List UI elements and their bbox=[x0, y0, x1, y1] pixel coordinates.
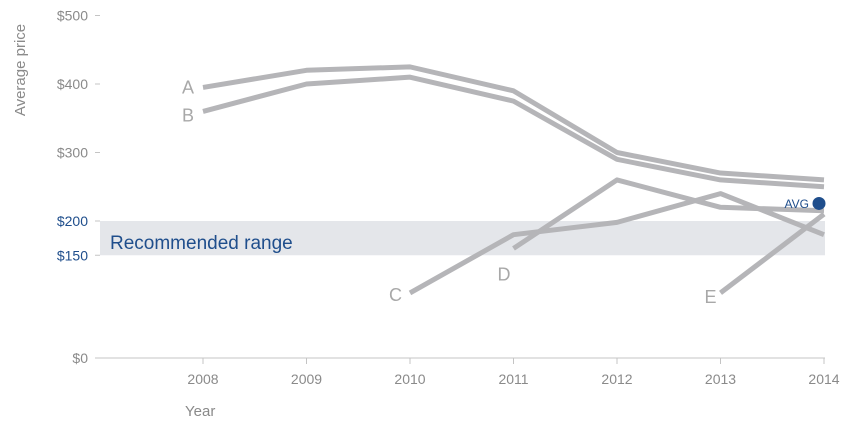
avg-marker-label: AVG bbox=[785, 197, 809, 211]
x-tick-label: 2012 bbox=[601, 371, 632, 387]
y-tick-label: $150 bbox=[57, 247, 88, 263]
x-tick-label: 2008 bbox=[187, 371, 218, 387]
y-axis-title: Average price bbox=[12, 24, 29, 116]
x-axis: 2008 2009 2010 2011 2012 2013 2014 bbox=[187, 358, 840, 387]
series-label-b: B bbox=[182, 105, 194, 125]
x-tick-label: 2014 bbox=[808, 371, 839, 387]
y-tick-label: $200 bbox=[57, 213, 88, 229]
y-tick-label: $500 bbox=[57, 8, 88, 24]
series-line-a bbox=[202, 64, 825, 183]
series-line-e bbox=[718, 212, 826, 295]
series-line-b bbox=[202, 74, 825, 190]
series-label-c: C bbox=[389, 285, 402, 305]
y-axis: $0 $150 $200 $300 $400 $500 bbox=[57, 8, 100, 366]
series-label-a: A bbox=[182, 77, 194, 97]
series-line-d bbox=[512, 177, 825, 251]
x-tick-label: 2009 bbox=[291, 371, 322, 387]
series-label-d: D bbox=[498, 264, 511, 284]
y-tick-label: $300 bbox=[57, 145, 88, 161]
x-tick-label: 2010 bbox=[394, 371, 425, 387]
y-tick-label: $0 bbox=[72, 350, 88, 366]
y-tick-label: $400 bbox=[57, 76, 88, 92]
series-label-e: E bbox=[704, 287, 716, 307]
x-tick-label: 2011 bbox=[498, 371, 528, 387]
x-tick-label: 2013 bbox=[705, 371, 736, 387]
recommended-range-band bbox=[100, 221, 825, 256]
avg-marker-dot bbox=[812, 196, 826, 210]
avg-marker-group: AVG bbox=[785, 196, 826, 211]
recommended-range-label: Recommended range bbox=[110, 233, 293, 254]
series-layer: AB C D E bbox=[182, 64, 826, 307]
x-axis-title: Year bbox=[185, 403, 215, 420]
